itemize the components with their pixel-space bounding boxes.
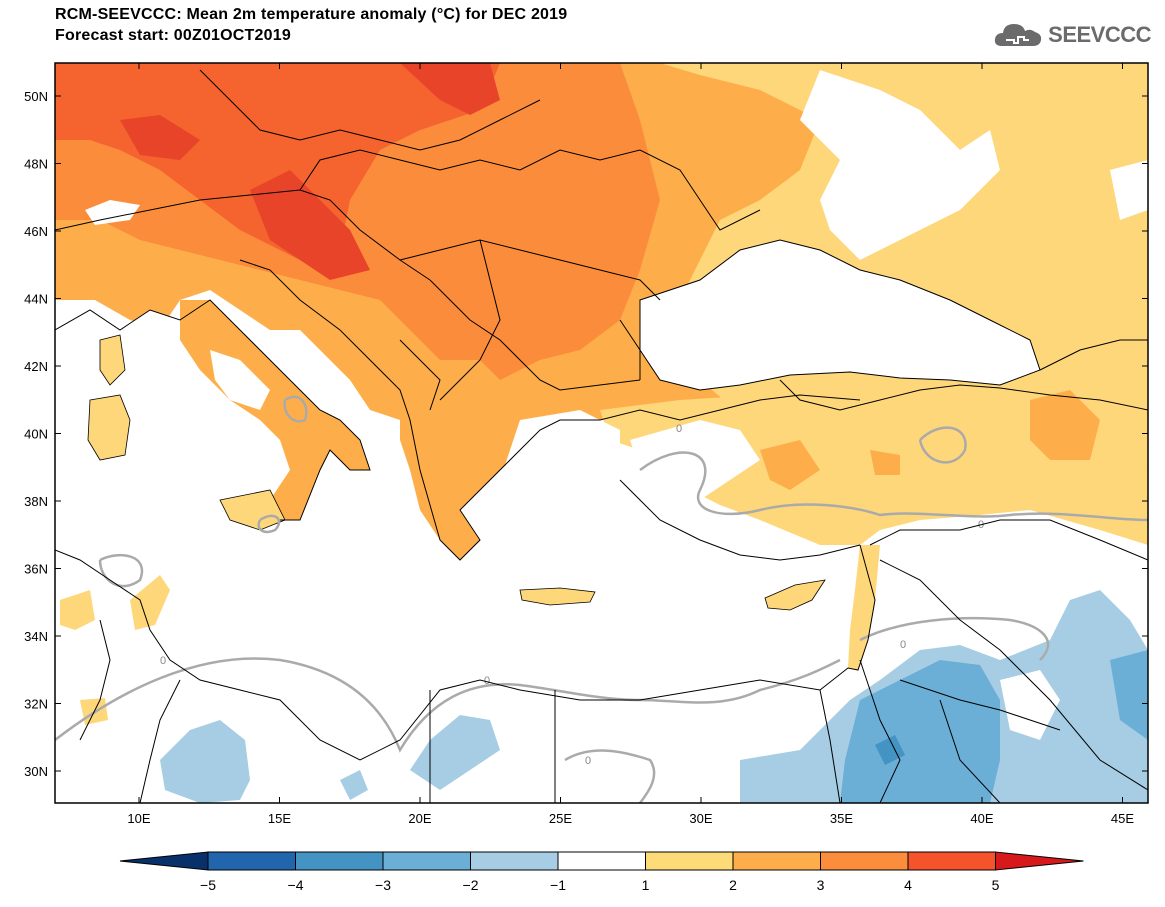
- anomaly-region-white-italy: [210, 350, 270, 410]
- contour-label-zero-3: 0: [585, 755, 591, 767]
- colorbar-tick-label: 4: [904, 877, 912, 893]
- map-title: RCM-SEEVCCC: Mean 2m temperature anomaly…: [55, 6, 568, 23]
- lat-tick-label: 34N: [24, 629, 48, 644]
- colorbar-segment: [207, 851, 296, 871]
- lon-tick-label: 30E: [689, 811, 712, 826]
- anomaly-region-orange-east-turkey: [1030, 390, 1100, 460]
- lon-tick-label: 20E: [408, 811, 431, 826]
- lon-tick-label: 10E: [127, 811, 150, 826]
- anomaly-region-yellow-tunisia: [60, 590, 95, 630]
- logo-text: SEEVCCC: [1048, 22, 1151, 47]
- anomaly-region-deep-red-a: [250, 170, 370, 280]
- lat-tick-label: 30N: [24, 764, 48, 779]
- colorbar-segment: [382, 851, 471, 871]
- anomaly-region-blue-light-small: [340, 770, 368, 800]
- contour-label-zero: 0: [160, 655, 166, 667]
- anomaly-region-deep-red-b: [400, 63, 500, 115]
- anomaly-region-white-ukraine: [800, 70, 1000, 260]
- lat-tick-label: 32N: [24, 697, 48, 712]
- colorbar-tick-label: 5: [992, 877, 1000, 893]
- anomaly-region-blue-east: [840, 660, 1000, 803]
- country-borders: [55, 69, 1148, 803]
- colorbar-segment: [470, 851, 559, 871]
- colorbar-tick-label: 3: [817, 877, 825, 893]
- colorbar-tick-label: −1: [550, 877, 566, 893]
- colorbar-arrow-low: [119, 851, 209, 871]
- aegean-islands-region: [500, 410, 620, 540]
- zero-contours: [55, 395, 1148, 803]
- sardinia-island: [87, 394, 131, 461]
- coastlines: [55, 259, 876, 761]
- levant-strip: [848, 545, 880, 670]
- anomaly-shading: 0 0 0 0 0 0: [55, 63, 1148, 803]
- colorbar-tick-label: 2: [729, 877, 737, 893]
- corsica-island: [99, 334, 126, 386]
- colorbar-tick-label: −2: [463, 877, 479, 893]
- anomaly-region-deep-red-c: [120, 115, 200, 160]
- sicily-island: [219, 489, 286, 531]
- contour-label-zero-5: 0: [676, 423, 682, 435]
- seevccc-logo: SEEVCCC: [992, 20, 1151, 50]
- colorbar-tick-label: −3: [375, 877, 391, 893]
- anomaly-region-orange-anatolia: [760, 440, 820, 490]
- lat-tick-label: 40N: [24, 427, 48, 442]
- cloud-icon: [995, 24, 1042, 46]
- lat-tick-label: 50N: [24, 89, 48, 104]
- longitude-axis: 10E 15E 20E 25E 30E 35E 40E 45E: [127, 63, 1134, 826]
- forecast-start-subtitle: Forecast start: 00Z01OCT2019: [55, 27, 291, 44]
- lon-tick-label: 45E: [1111, 811, 1134, 826]
- colorbar-segment: [557, 851, 646, 871]
- colorbar-tick-label: 1: [642, 877, 650, 893]
- colorbar-arrow-high: [995, 851, 1084, 871]
- colorbar-segment: [295, 851, 384, 871]
- lon-tick-label: 15E: [268, 811, 291, 826]
- anomaly-region-white-alps: [85, 200, 140, 225]
- lon-tick-label: 35E: [830, 811, 853, 826]
- crete-island: [519, 587, 596, 606]
- anomaly-region-white-syria: [1000, 670, 1060, 740]
- lon-tick-label: 40E: [970, 811, 993, 826]
- lat-tick-label: 38N: [24, 494, 48, 509]
- colorbar-segment: [645, 851, 734, 871]
- lat-tick-label: 48N: [24, 157, 48, 172]
- colorbar-segment: [907, 851, 996, 871]
- anomaly-region-white-caucasus: [1110, 160, 1148, 220]
- colorbar-tick-label: −5: [200, 877, 216, 893]
- contour-label-zero-4: 0: [900, 639, 906, 651]
- anomaly-region-blue-light-libya: [160, 720, 250, 803]
- colorbar-segment: [732, 851, 821, 871]
- anomaly-region-yellow-coast: [130, 575, 170, 630]
- lon-tick-label: 25E: [549, 811, 572, 826]
- colorbar-segment: [820, 851, 909, 871]
- anomaly-region-red: [55, 63, 500, 270]
- latitude-axis: 50N 48N 46N 44N 42N 40N 38N 36N 34N 32N 30N: [24, 89, 1148, 779]
- cyprus-island: [764, 579, 826, 611]
- anomaly-region-blue-east-edge: [1110, 650, 1148, 740]
- lat-tick-label: 42N: [24, 359, 48, 374]
- colorbar-tick-label: −4: [288, 877, 304, 893]
- anomaly-region-white-anatolia: [630, 420, 760, 500]
- colorbar: −5 −4 −3 −2 −1 1 2 3 4 5: [119, 851, 1084, 893]
- lat-tick-label: 36N: [24, 562, 48, 577]
- lat-tick-label: 46N: [24, 224, 48, 239]
- anomaly-region-blue-light-egypt: [410, 715, 500, 790]
- contour-label-zero-2: 0: [484, 675, 490, 687]
- anomaly-region-orange-east-small: [870, 450, 900, 475]
- anomaly-region-blue-mid-east: [875, 735, 905, 765]
- lat-tick-label: 44N: [24, 292, 48, 307]
- greece-landmass: [400, 400, 540, 560]
